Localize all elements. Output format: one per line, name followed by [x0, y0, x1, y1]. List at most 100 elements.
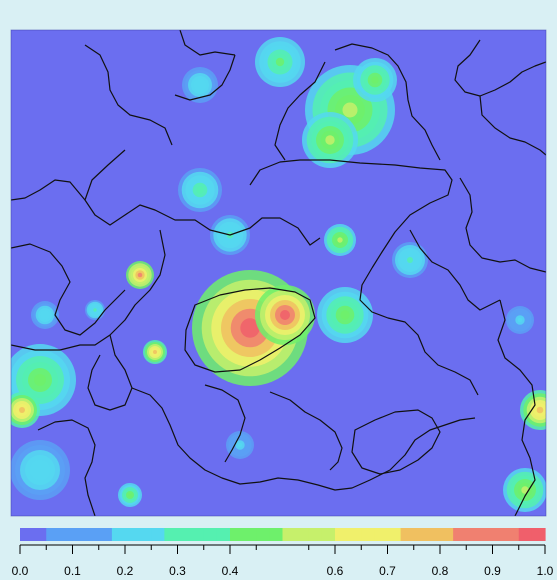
- colorbar-segment: [308, 528, 323, 541]
- colorbar-segment: [518, 528, 533, 541]
- colorbar-segment: [361, 528, 375, 541]
- map-background: [11, 30, 546, 516]
- colorbar-segment: [269, 528, 284, 541]
- colorbar-segment: [33, 528, 47, 541]
- colorbar-tick-label: 0.2: [117, 564, 134, 578]
- colorbar-segment: [111, 528, 126, 541]
- colorbar-segment: [426, 528, 441, 541]
- colorbar-segment: [46, 528, 60, 541]
- colorbar-segment: [177, 528, 192, 541]
- colorbar-tick-label: 0.3: [169, 564, 186, 578]
- colorbar-segment: [59, 528, 74, 541]
- hotspot-cell: [237, 442, 243, 448]
- colorbar-segment: [440, 528, 454, 541]
- colorbar-segment: [203, 528, 218, 541]
- colorbar-segment: [282, 528, 297, 541]
- colorbar-segment: [125, 528, 139, 541]
- boundary-line: [11, 179, 86, 201]
- colorbar-segment: [151, 528, 165, 541]
- colorbar-tick-label: 0.6: [327, 564, 344, 578]
- boundary-line: [497, 299, 536, 516]
- colorbar-segment: [138, 528, 152, 541]
- hotspot-cell: [517, 317, 523, 323]
- colorbar-tick-label: 1.0: [537, 564, 554, 578]
- hotspot-cell: [536, 406, 544, 414]
- colorbar-segment: [505, 528, 520, 541]
- hotspot-cell: [137, 272, 143, 278]
- colorbar-tick-label: 0.1: [64, 564, 81, 578]
- colorbar-segment: [243, 528, 257, 541]
- hotspot-cell: [196, 186, 204, 194]
- cluster-boundaries: [11, 30, 546, 516]
- colorbar-segment: [230, 528, 244, 541]
- colorbar-segment: [85, 528, 100, 541]
- boundary-line: [269, 391, 343, 471]
- colorbar-tick-label: 0.0: [12, 564, 29, 578]
- boundary-line: [84, 44, 173, 146]
- hotspot-cell: [280, 310, 290, 320]
- hotspot-cell: [240, 318, 260, 338]
- hotspot-cell: [407, 257, 413, 263]
- boundary-line: [274, 61, 326, 161]
- colorbar-segment: [453, 528, 467, 541]
- boundary-line: [37, 419, 96, 516]
- colorbar-tick-label: 0.7: [379, 564, 396, 578]
- hotspot-cell: [521, 486, 529, 494]
- colorbar-tick-label: 0.8: [432, 564, 449, 578]
- hotspot-cell: [337, 237, 343, 243]
- boundary-line: [11, 229, 166, 351]
- colorbar-segment: [492, 528, 507, 541]
- hotspot-cell: [34, 374, 46, 386]
- boundary-line: [11, 243, 126, 336]
- boundary-line: [131, 387, 476, 491]
- colorbar: [20, 528, 546, 541]
- colorbar-segment: [374, 528, 389, 541]
- hotspot-cell: [197, 82, 203, 88]
- boundary-line: [409, 229, 501, 311]
- colorbar-ticks: 0.0 0.1 0.2 0.3 0.4 0.6 0.7 0.8 0.9 1.0: [12, 544, 554, 578]
- boundary-line: [479, 95, 546, 156]
- map-frame: [10, 29, 547, 517]
- colorbar-segment: [335, 528, 349, 541]
- hotspot-cell: [35, 465, 45, 475]
- hotspot-layer: [11, 37, 546, 512]
- boundary-line: [359, 267, 479, 396]
- boundary-line: [351, 409, 441, 475]
- colorbar-segment: [98, 528, 113, 541]
- colorbar-segment: [531, 528, 546, 541]
- boundary-line: [249, 159, 453, 269]
- colorbar-segment: [190, 528, 205, 541]
- hotspot-cell: [340, 310, 350, 320]
- colorbar-segment: [295, 528, 310, 541]
- colorbar-segment: [479, 528, 494, 541]
- boundary-line: [174, 54, 236, 101]
- colorbar-segment: [216, 528, 231, 541]
- colorbar-segment: [256, 528, 270, 541]
- colorbar-segment: [400, 528, 415, 541]
- colorbar-segment: [164, 528, 179, 541]
- colorbar-segment: [20, 528, 34, 541]
- boundary-line: [459, 177, 546, 273]
- hotspot-cell: [153, 350, 157, 354]
- boundary-line: [184, 287, 316, 373]
- colorbar-segment: [348, 528, 362, 541]
- hotspot-cell: [275, 57, 285, 67]
- hotspot-cell: [128, 493, 132, 497]
- hotspot-cell: [19, 407, 25, 413]
- colorbar-tick-label: 0.9: [484, 564, 501, 578]
- colorbar-tick-label: 0.4: [222, 564, 239, 578]
- colorbar-segment: [387, 528, 402, 541]
- hotspot-cell: [342, 102, 358, 118]
- hotspot-cell: [371, 76, 379, 84]
- colorbar-segment: [466, 528, 480, 541]
- hotspot-cell: [325, 135, 335, 145]
- boundary-line: [179, 30, 236, 56]
- boundary-line: [334, 43, 441, 161]
- colorbar-segment: [321, 528, 336, 541]
- hotspot-cell: [42, 312, 48, 318]
- boundary-line: [87, 334, 133, 411]
- boundary-line: [204, 384, 246, 463]
- colorbar-segment: [72, 528, 87, 541]
